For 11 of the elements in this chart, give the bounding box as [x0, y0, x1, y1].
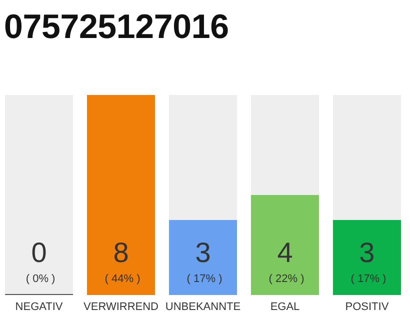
x-tick-label: EGAL: [270, 300, 300, 313]
data-label: 3 ( 17% ): [184, 237, 222, 285]
chart-title: 075725127016: [4, 8, 229, 46]
x-tick-label: POSITIV: [345, 300, 390, 313]
data-label: 0 ( 0% ): [22, 237, 56, 285]
x-tick-label: VERWIRREND: [84, 300, 159, 313]
x-tick-label: NEGATIV: [15, 300, 64, 313]
data-label: 4 ( 22% ): [266, 237, 304, 285]
data-label: 8 ( 44% ): [102, 237, 140, 285]
data-label: 3 ( 17% ): [348, 237, 386, 285]
x-tick-label: UNBEKANNTE: [165, 300, 241, 313]
